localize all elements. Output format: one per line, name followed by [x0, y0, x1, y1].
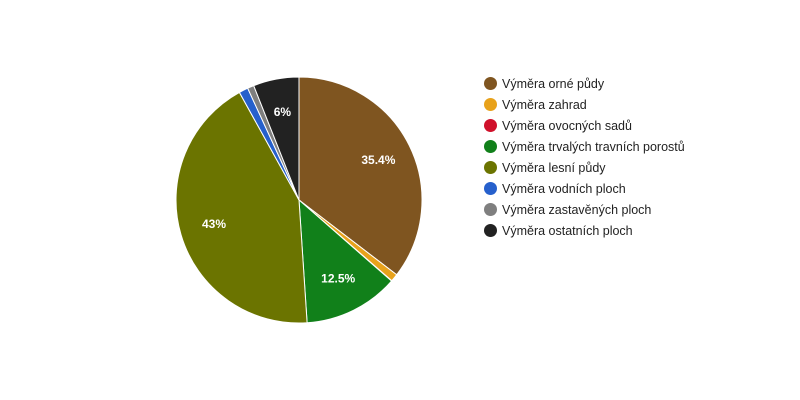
- pie-slice-labels: 35.4% 12.5% 43% 6%: [202, 105, 396, 285]
- legend-swatch: [484, 119, 497, 132]
- legend-swatch: [484, 182, 497, 195]
- legend-item[interactable]: Výměra orné půdy: [484, 73, 685, 94]
- pie-slice-1[interactable]: [298, 76, 423, 276]
- legend-label: Výměra ovocných sadů: [502, 118, 632, 133]
- legend-item[interactable]: Výměra trvalých travních porostů: [484, 136, 685, 157]
- legend-label: Výměra orné půdy: [502, 76, 605, 91]
- legend-label: Výměra vodních ploch: [502, 181, 626, 196]
- legend-swatch: [484, 77, 497, 90]
- legend-swatch: [484, 203, 497, 216]
- legend-label: Výměra trvalých travních porostů: [502, 139, 685, 154]
- pie-slice-4[interactable]: [298, 198, 393, 324]
- pie-slice-5[interactable]: [175, 91, 308, 324]
- legend-item[interactable]: Výměra zastavěných ploch: [484, 199, 685, 220]
- legend-item[interactable]: Výměra lesní půdy: [484, 157, 685, 178]
- slice-data-label: 6%: [274, 105, 292, 119]
- slice-data-label: 35.4%: [361, 153, 395, 167]
- legend-swatch: [484, 98, 497, 111]
- legend-item[interactable]: Výměra zahrad: [484, 94, 685, 115]
- slice-data-label: 43%: [202, 217, 226, 231]
- legend-label: Výměra zastavěných ploch: [502, 202, 652, 217]
- pie-slice-8[interactable]: [253, 76, 300, 201]
- legend-label: Výměra ostatních ploch: [502, 223, 633, 238]
- legend-swatch: [484, 224, 497, 237]
- legend-item[interactable]: Výměra ovocných sadů: [484, 115, 685, 136]
- legend-swatch: [484, 161, 497, 174]
- pie-slices: [175, 76, 423, 324]
- legend-label: Výměra lesní půdy: [502, 160, 606, 175]
- legend-label: Výměra zahrad: [502, 97, 587, 112]
- legend-swatch: [484, 140, 497, 153]
- legend-item[interactable]: Výměra vodních ploch: [484, 178, 685, 199]
- slice-data-label: 12.5%: [321, 272, 355, 286]
- legend-item[interactable]: Výměra ostatních ploch: [484, 220, 685, 241]
- chart-legend: Výměra orné půdy Výměra zahrad Výměra ovoc…: [484, 73, 685, 241]
